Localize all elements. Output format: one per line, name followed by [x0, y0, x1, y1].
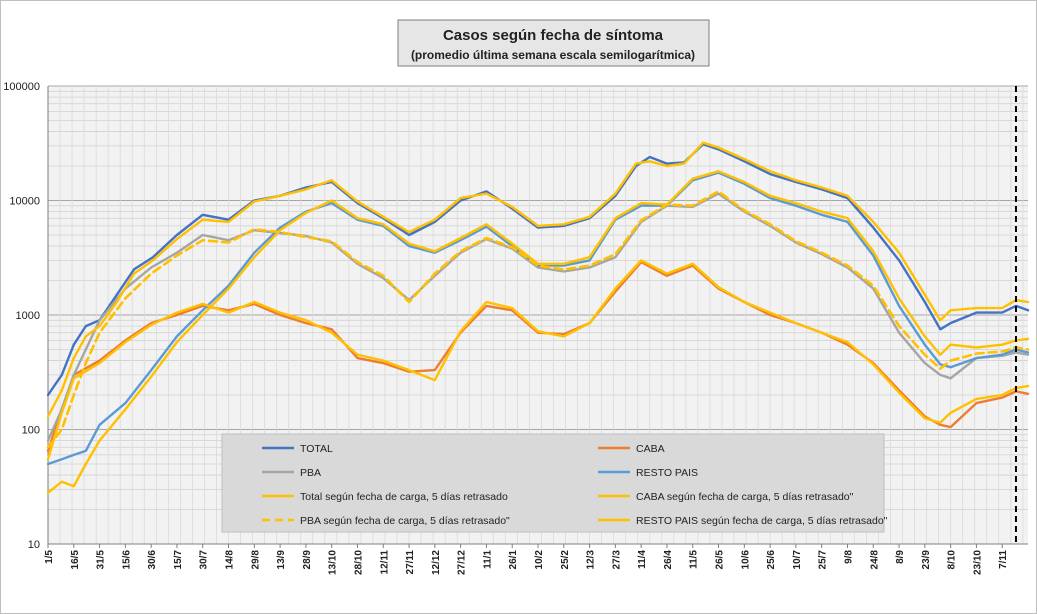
- series-line-4: [46, 171, 1030, 466]
- x-tick-label: 7/11: [998, 550, 1009, 569]
- legend-label: CABA según fecha de carga, 5 días retras…: [636, 491, 854, 503]
- x-tick-label: 11/1: [482, 550, 493, 569]
- x-tick-label: 12/3: [586, 550, 597, 570]
- legend-label: PBA: [300, 467, 321, 479]
- legend-label: TOTAL: [300, 443, 333, 455]
- series-line-3: [46, 192, 1030, 442]
- x-tick-label: 10/6: [740, 550, 751, 570]
- chart-subtitle: (promedio última semana escala semilogar…: [411, 48, 695, 62]
- x-tick-label: 25/6: [766, 550, 777, 570]
- x-tick-label: 26/4: [663, 550, 674, 570]
- x-tick-label: 30/6: [147, 550, 158, 570]
- x-tick-label: 30/7: [199, 550, 210, 570]
- legend: TOTAL CABA PBA RESTO PAIS Total según fecha …: [221, 433, 888, 533]
- x-tick-label: 13/9: [276, 550, 287, 570]
- x-tick-label: 26/5: [715, 550, 726, 570]
- chart-title-box: Casos según fecha de síntoma (promedio ú…: [397, 19, 710, 67]
- x-tick-label: 1/5: [44, 550, 55, 564]
- series-line-8: [46, 170, 1030, 494]
- chart-title: Casos según fecha de síntoma: [443, 27, 664, 44]
- x-tick-label: 15/7: [173, 550, 184, 570]
- x-tick-label: 27/12: [457, 550, 468, 575]
- x-tick-label: 28/9: [302, 550, 313, 570]
- x-tick-label: 12/12: [431, 550, 442, 575]
- series-line-5: [46, 141, 1030, 418]
- y-tick-label: 100: [22, 425, 40, 437]
- legend-label: CABA: [636, 443, 665, 455]
- legend-label: PBA según fecha de carga, 5 días retrasa…: [300, 515, 510, 527]
- x-tick-label: 11/4: [637, 550, 648, 569]
- x-tick-label: 28/10: [353, 550, 364, 575]
- x-tick-label: 25/2: [560, 550, 571, 570]
- axis-layer: 10 100 1000 10000 100000 1/5 16/5 31/5 15/6 30/6 1…: [3, 81, 1028, 575]
- series-layer: [46, 86, 1030, 544]
- x-tick-label: 31/5: [96, 550, 107, 570]
- y-tick-label: 100000: [3, 81, 40, 93]
- x-tick-label: 9/8: [843, 550, 854, 564]
- x-tick-label: 8/10: [947, 550, 958, 570]
- x-tick-label: 12/11: [379, 550, 390, 575]
- x-tick-label: 14/8: [225, 550, 236, 570]
- x-tick-label: 10/2: [534, 550, 545, 570]
- x-tick-label: 11/5: [689, 550, 700, 569]
- x-tick-label: 23/9: [921, 550, 932, 570]
- x-tick-label: 29/8: [250, 550, 261, 570]
- x-tick-label: 27/11: [405, 550, 416, 575]
- series-line-7: [46, 190, 1030, 449]
- x-tick-label: 10/7: [792, 550, 803, 570]
- x-tick-label: 16/5: [70, 550, 81, 570]
- legend-box: [221, 433, 885, 533]
- x-tick-label: 27/3: [611, 550, 622, 570]
- series-line-6: [46, 259, 1030, 461]
- y-tick-label: 10: [28, 539, 40, 551]
- legend-label: RESTO PAIS según fecha de carga, 5 días …: [636, 515, 888, 527]
- title-box-background: [397, 19, 710, 67]
- legend-label: Total según fecha de carga, 5 días retra…: [300, 491, 508, 503]
- x-tick-label: 23/10: [972, 550, 983, 575]
- x-tick-label: 26/1: [508, 550, 519, 570]
- x-tick-label: 15/6: [121, 550, 132, 570]
- x-tick-label: 8/9: [895, 550, 906, 564]
- legend-label: RESTO PAIS: [636, 467, 698, 479]
- y-tick-label: 1000: [16, 310, 40, 322]
- series-line-1: [46, 142, 1030, 397]
- x-tick-label: 13/10: [328, 550, 339, 575]
- y-tick-label: 10000: [9, 196, 40, 208]
- x-tick-label: 24/8: [869, 550, 880, 570]
- x-tick-label: 25/7: [818, 550, 829, 570]
